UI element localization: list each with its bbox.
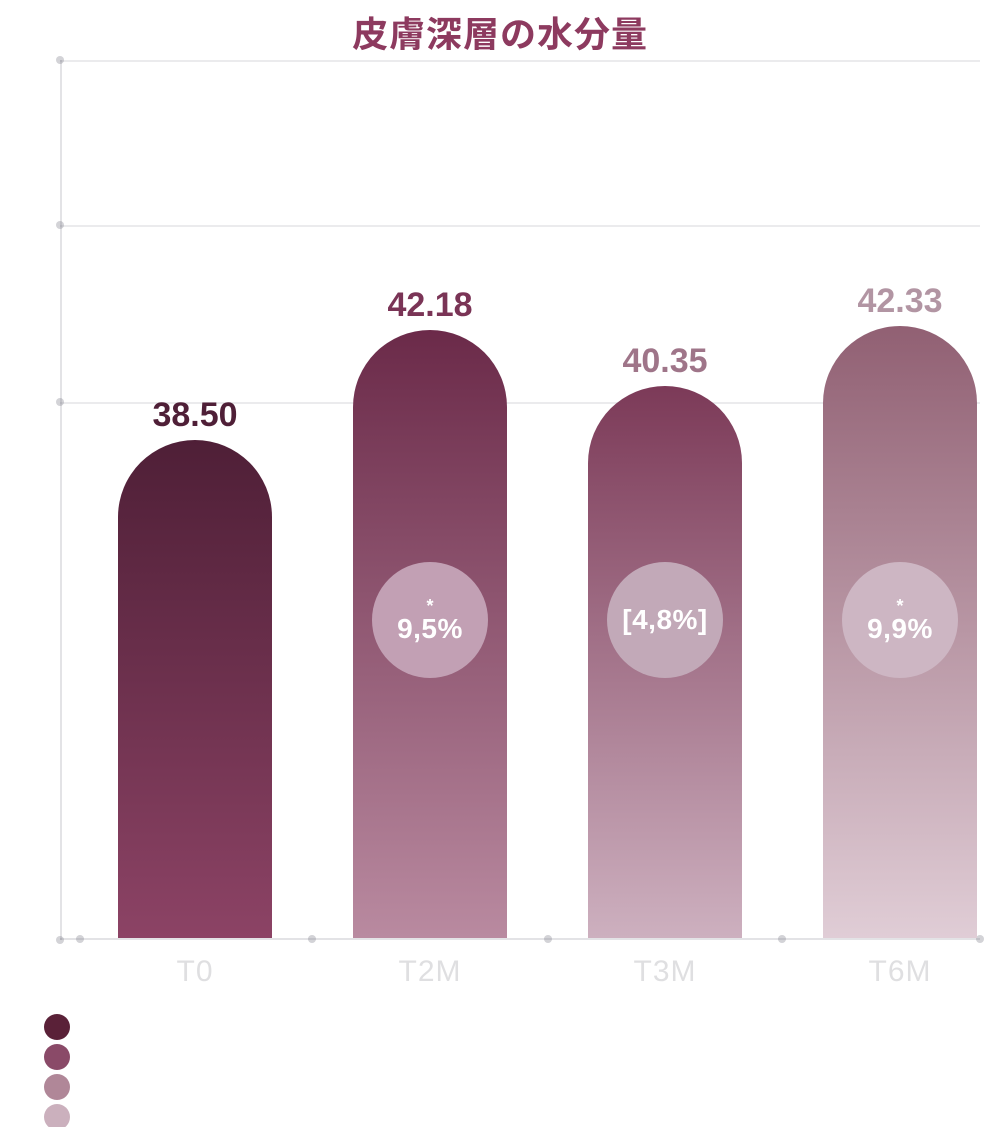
pct-badge-T2M: *9,5%: [372, 562, 488, 678]
pct-value: 9,5%: [397, 614, 463, 643]
bar-value-T6M: 42.33: [800, 282, 1000, 321]
bar-value-T3M: 40.35: [565, 342, 765, 381]
x-label-T3M: T3M: [634, 955, 697, 989]
legend-item: [44, 1012, 80, 1042]
x-tick: [544, 935, 552, 943]
pct-badge-T3M: [4,8%]: [607, 562, 723, 678]
x-tick: [976, 935, 984, 943]
legend-dot: [44, 1074, 70, 1100]
gridline: [60, 225, 980, 227]
pct-value: [4,8%]: [622, 605, 707, 634]
y-tick: [56, 221, 64, 229]
x-label-T2M: T2M: [399, 955, 462, 989]
legend-dot: [44, 1044, 70, 1070]
x-tick: [76, 935, 84, 943]
chart-title: 皮膚深層の水分量: [0, 6, 1000, 58]
bar-value-T2M: 42.18: [330, 286, 530, 325]
pct-value: 9,9%: [867, 614, 933, 643]
bar-value-T0: 38.50: [95, 396, 295, 435]
legend-item: [44, 1042, 80, 1072]
y-axis: [60, 60, 62, 940]
x-label-T0: T0: [176, 955, 213, 989]
pct-badge-T6M: *9,9%: [842, 562, 958, 678]
x-axis: [60, 938, 980, 940]
y-tick: [56, 398, 64, 406]
plot-area: 38.50T042.18T2M*9,5%40.35T3M[4,8%]42.33T…: [60, 60, 980, 940]
chart-root: 皮膚深層の水分量 38.50 T0 42.18 T2M *9,5% 40.35 T3M [4,…: [0, 0, 1000, 1127]
legend-item: [44, 1072, 80, 1102]
gridline: [60, 60, 980, 62]
bar-T0: [118, 440, 272, 938]
x-tick: [778, 935, 786, 943]
y-tick: [56, 936, 64, 944]
x-label-T6M: T6M: [869, 955, 932, 989]
y-tick: [56, 56, 64, 64]
legend: [44, 1012, 80, 1127]
legend-dot: [44, 1014, 70, 1040]
legend-item: [44, 1102, 80, 1127]
legend-dot: [44, 1104, 70, 1127]
x-tick: [308, 935, 316, 943]
